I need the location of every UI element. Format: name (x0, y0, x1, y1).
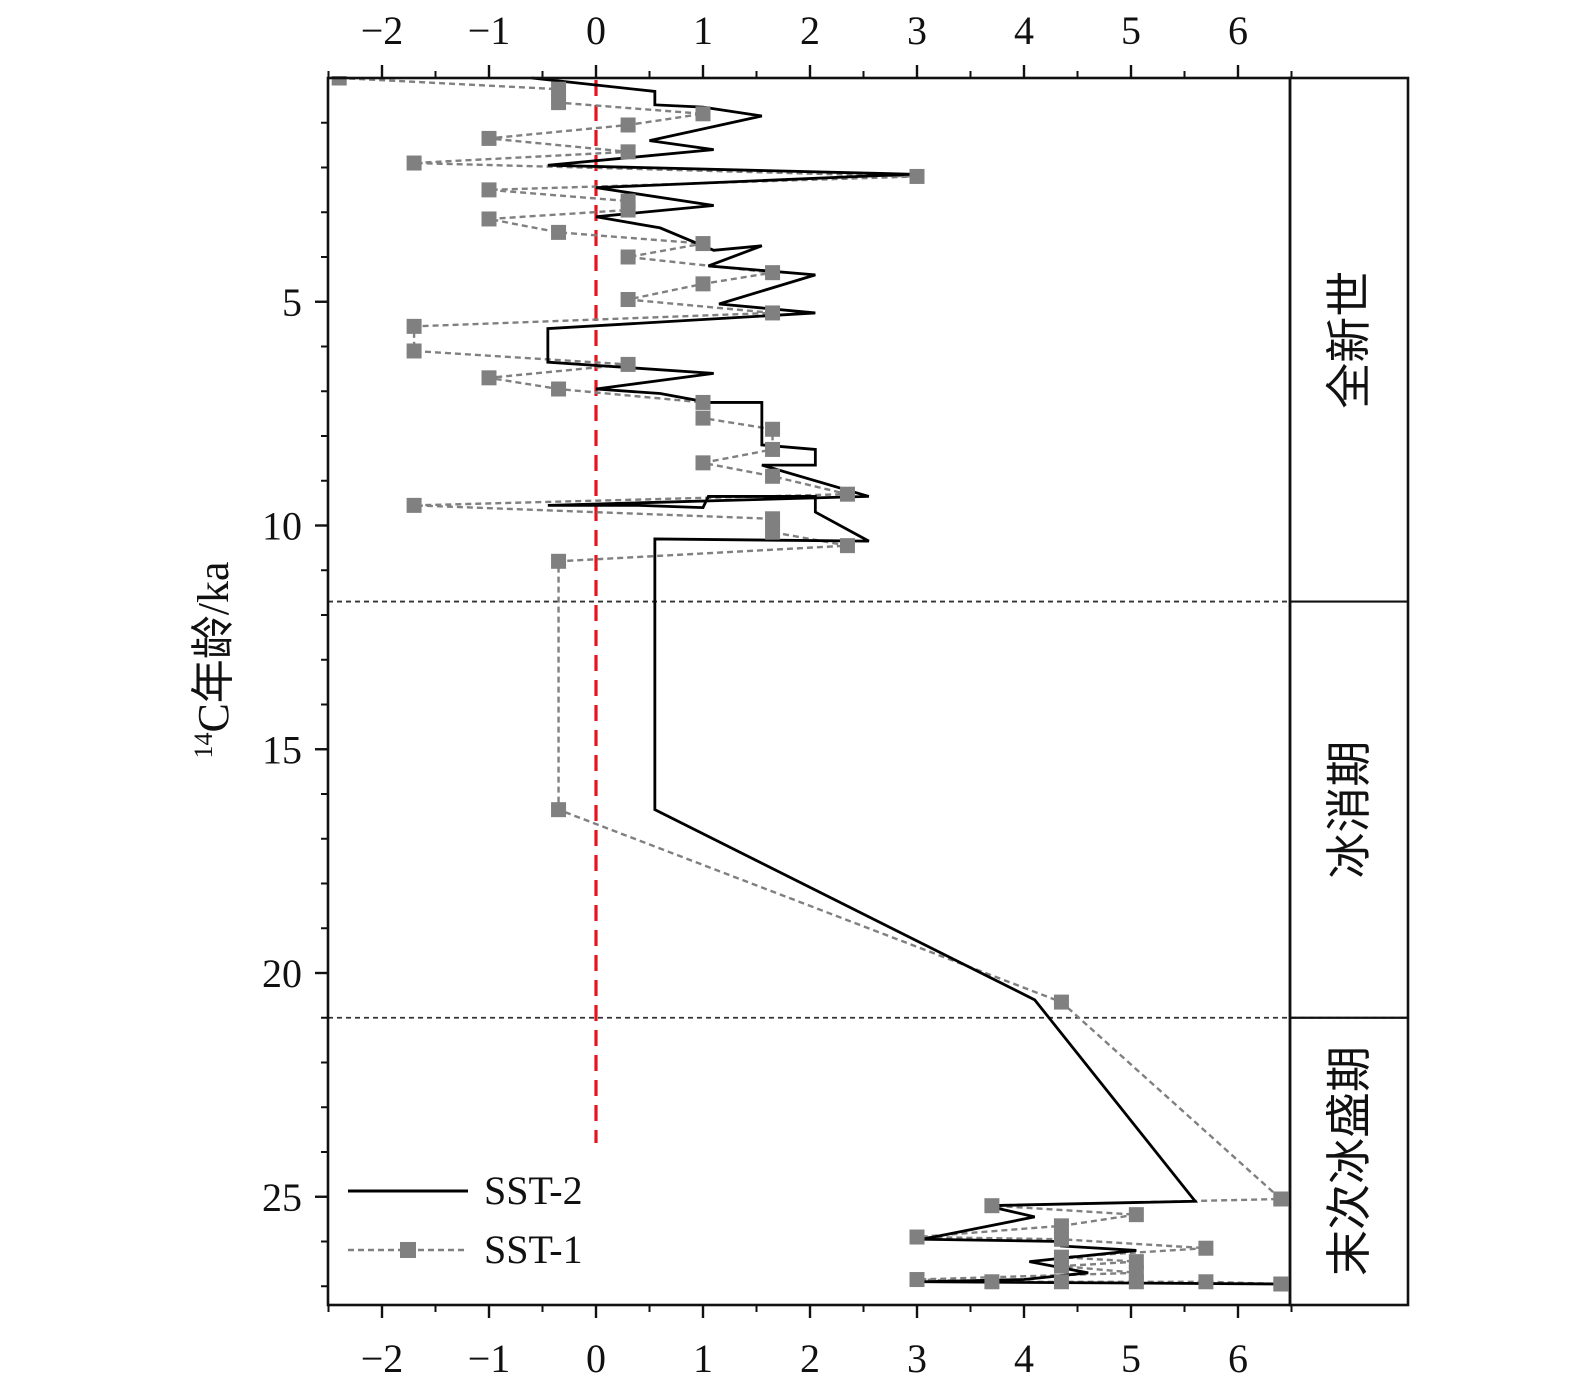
legend-label-sst-1: SST-1 (484, 1227, 583, 1272)
plot-frame (326, 76, 1410, 1307)
y-tick-label: 20 (262, 951, 302, 996)
sst-1-point-37 (551, 802, 567, 818)
y-tick-label: 15 (262, 727, 302, 772)
sst-1-point-11 (620, 202, 636, 218)
y-tick-label: 10 (262, 504, 302, 549)
sst-1-point-7 (406, 155, 422, 171)
sst-1-point-48 (1053, 1258, 1069, 1274)
sst-1-point-15 (620, 249, 636, 265)
legend-marker-sst-1 (400, 1242, 416, 1258)
sst-1-point-8 (909, 168, 925, 184)
x-bottom-tick-label: 5 (1121, 1336, 1141, 1381)
sst-1-point-1 (551, 81, 567, 97)
sst-1-point-24 (551, 381, 567, 397)
sst-1-point-3 (695, 106, 711, 122)
period-label-3: 末次冰盛期 (1324, 1046, 1375, 1276)
sst-1-point-54 (1198, 1274, 1214, 1290)
sst-1-point-14 (695, 236, 711, 252)
sst-1-point-41 (1128, 1207, 1144, 1223)
sst-1-point-23 (481, 370, 497, 386)
legend: SST-2 SST-1 (348, 1168, 583, 1272)
x-top-tick-label: −2 (361, 8, 404, 53)
sst-1-point-19 (765, 305, 781, 321)
x-bottom-tick-label: 1 (693, 1336, 713, 1381)
sst-1-point-51 (984, 1274, 1000, 1290)
x-bottom-tick-label: 2 (800, 1336, 820, 1381)
period-panel-border (1288, 76, 1410, 1307)
sst-1-point-32 (406, 497, 422, 513)
sst-1-point-5 (481, 130, 497, 146)
sst-1-point-21 (406, 343, 422, 359)
y-tick-label: 25 (262, 1175, 302, 1220)
sst-1-point-12 (481, 211, 497, 227)
sst-1-point-9 (481, 182, 497, 198)
x-top-tick-label: 2 (800, 8, 820, 53)
sst-1-point-43 (909, 1229, 925, 1245)
x-top-tick-label: 5 (1121, 8, 1141, 53)
y-axis-title-main: C年龄/ka (189, 561, 238, 732)
sst-1-point-40 (984, 1198, 1000, 1214)
sst-1-point-35 (839, 538, 855, 554)
series-line-sst-1 (339, 76, 1284, 1286)
legend-label-sst-2: SST-2 (484, 1168, 583, 1213)
x-top-tick-label: 1 (693, 8, 713, 53)
sst-1-point-33 (765, 511, 781, 527)
sst-1-point-6 (620, 144, 636, 160)
x-top-tick-label: 0 (586, 8, 606, 53)
sst-1-point-29 (695, 455, 711, 471)
sst-1-point-45 (1198, 1240, 1214, 1256)
sst-1-point-4 (620, 117, 636, 133)
axis-ticks: −2 −2 −1 −1 0 0 1 1 2 2 3 3 4 4 5 5 6 6 5 10 15 20 25 (262, 8, 1293, 1381)
sst-1-point-44 (1053, 1231, 1069, 1247)
x-bottom-tick-label: 4 (1014, 1336, 1034, 1381)
sst-1-point-18 (620, 292, 636, 308)
sst-1-point-39 (1273, 1191, 1289, 1207)
period-boundary-lines (328, 600, 1408, 1019)
y-axis-title-superscript: 14 (189, 733, 218, 759)
x-top-tick-label: 6 (1228, 8, 1248, 53)
period-label-2: 冰消期 (1324, 741, 1375, 879)
sst-1-point-0 (331, 76, 347, 86)
sst-1-point-27 (765, 421, 781, 437)
x-bottom-tick-label: 0 (586, 1336, 606, 1381)
sst-1-point-17 (695, 276, 711, 292)
sst-1-point-36 (551, 553, 567, 569)
sst-1-point-28 (765, 441, 781, 457)
sst-1-point-26 (695, 410, 711, 426)
y-tick-label: 5 (282, 280, 302, 325)
period-label-1: 全新世 (1324, 271, 1375, 409)
sst-1-point-38 (1053, 994, 1069, 1010)
x-bottom-tick-label: 6 (1228, 1336, 1248, 1381)
data-series (331, 76, 1289, 1292)
sst-1-point-50 (909, 1272, 925, 1288)
sst-1-point-20 (406, 318, 422, 334)
sst-1-point-42 (1053, 1218, 1069, 1234)
sst-1-point-52 (1053, 1274, 1069, 1290)
series-line-sst-2 (531, 76, 1281, 1286)
x-top-tick-label: 3 (907, 8, 927, 53)
sst-1-point-22 (620, 356, 636, 372)
x-bottom-tick-label: 3 (907, 1336, 927, 1381)
sst-1-point-34 (765, 524, 781, 540)
sst-1-point-25 (695, 394, 711, 410)
sst-1-point-30 (765, 468, 781, 484)
plot-border (326, 76, 1292, 1307)
sst-1-point-55 (1273, 1276, 1289, 1292)
x-top-tick-label: −1 (468, 8, 511, 53)
sst-1-point-31 (839, 486, 855, 502)
x-bottom-tick-label: −2 (361, 1336, 404, 1381)
x-bottom-tick-label: −1 (468, 1336, 511, 1381)
sst-1-point-53 (1128, 1274, 1144, 1290)
sst-1-point-16 (765, 265, 781, 281)
y-axis-title: 14C年龄/ka (189, 561, 238, 758)
x-top-tick-label: 4 (1014, 8, 1034, 53)
sst-1-point-2 (551, 95, 567, 111)
sst-1-point-13 (551, 224, 567, 240)
